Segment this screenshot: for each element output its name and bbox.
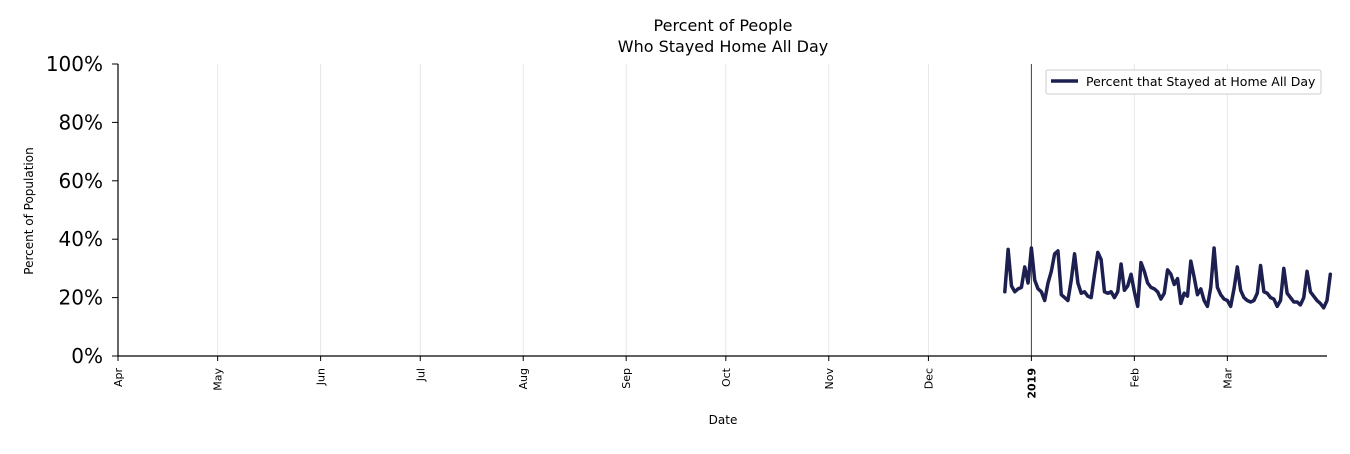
x-tick-label: Jul bbox=[414, 368, 427, 382]
y-tick-label: 40% bbox=[59, 227, 103, 251]
chart-title: Percent of People Who Stayed Home All Da… bbox=[618, 16, 828, 56]
series-line bbox=[1003, 246, 1333, 310]
legend-box bbox=[1045, 69, 1322, 95]
x-tick-label: Apr bbox=[112, 368, 125, 388]
y-tick-label: 60% bbox=[59, 169, 103, 193]
x-tick-label: Sep bbox=[620, 368, 633, 389]
x-axis-label: Date bbox=[709, 413, 738, 427]
axes bbox=[117, 64, 1327, 357]
x-axis-ticks: Apr May Jun Jul Aug Sep Oct Nov Dec 2019 Feb Mar bbox=[112, 356, 1234, 399]
x-tick-label: Aug bbox=[517, 368, 530, 389]
y-tick-label: 80% bbox=[59, 110, 103, 134]
chart-title-line-2: Who Stayed Home All Day bbox=[618, 37, 828, 56]
legend-entry-label: Percent that Stayed at Home All Day bbox=[1086, 74, 1316, 89]
grid-lines bbox=[117, 64, 1228, 356]
y-tick-label: 100% bbox=[46, 52, 103, 76]
y-tick-label: 0% bbox=[71, 344, 103, 368]
x-tick-label: Nov bbox=[823, 368, 836, 390]
x-tick-label: Mar bbox=[1221, 368, 1234, 389]
x-tick-label: Dec bbox=[922, 368, 935, 389]
x-tick-label: 2019 bbox=[1025, 368, 1038, 399]
x-tick-label: Oct bbox=[720, 367, 733, 387]
y-axis-label: Percent of Population bbox=[22, 147, 36, 274]
x-tick-label: Feb bbox=[1128, 368, 1141, 387]
y-axis-ticks: 0% 20% 40% 60% 80% 100% bbox=[46, 52, 118, 368]
y-tick-label: 20% bbox=[59, 286, 103, 310]
x-tick-label: Jun bbox=[315, 368, 328, 386]
chart-title-line-1: Percent of People bbox=[654, 16, 793, 35]
x-tick-label: May bbox=[212, 368, 225, 391]
series-lines bbox=[1003, 246, 1333, 310]
legend: Percent that Stayed at Home All Day bbox=[1045, 69, 1322, 95]
